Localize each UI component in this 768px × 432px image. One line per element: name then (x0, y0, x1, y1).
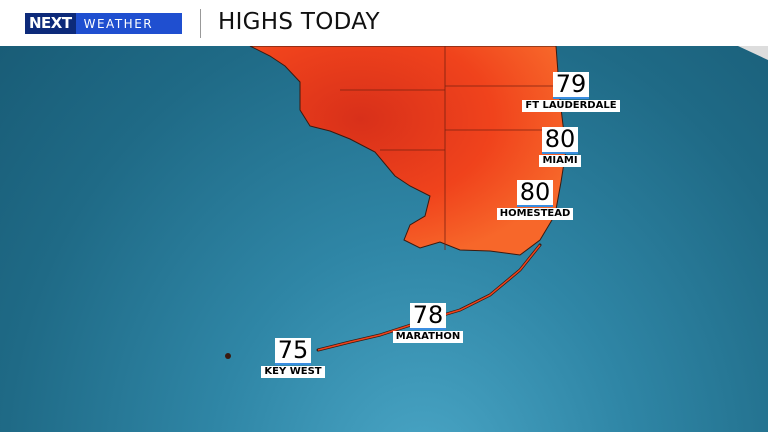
next-weather-logo: NEXT WEATHER (25, 13, 182, 34)
city-name: KEY WEST (261, 366, 325, 378)
county-lines (340, 46, 558, 250)
florida-peninsula (249, 45, 567, 256)
temp-value: 80 (516, 180, 554, 207)
city-key-west: 75 KEY WEST (258, 338, 328, 378)
island (225, 353, 231, 359)
page-title: HIGHS TODAY (218, 9, 380, 35)
city-name: HOMESTEAD (496, 208, 574, 220)
city-ft-lauderdale: 79 FT LAUDERDALE (519, 72, 623, 112)
header-divider (200, 9, 201, 38)
city-miami: 80 MIAMI (530, 127, 590, 167)
bahamas-land (738, 46, 768, 60)
logo-weather: WEATHER (83, 16, 154, 31)
city-marathon: 78 MARATHON (390, 303, 466, 343)
temp-value: 75 (274, 338, 312, 365)
temp-value: 79 (552, 72, 590, 99)
logo-next: NEXT (25, 13, 76, 34)
header-bar: NEXT WEATHER HIGHS TODAY (0, 0, 768, 46)
city-name: MARATHON (392, 331, 464, 343)
temp-value: 78 (409, 303, 447, 330)
city-name: MIAMI (539, 155, 581, 167)
temp-value: 80 (541, 127, 579, 154)
city-name: FT LAUDERDALE (522, 100, 620, 112)
city-homestead: 80 HOMESTEAD (492, 180, 578, 220)
